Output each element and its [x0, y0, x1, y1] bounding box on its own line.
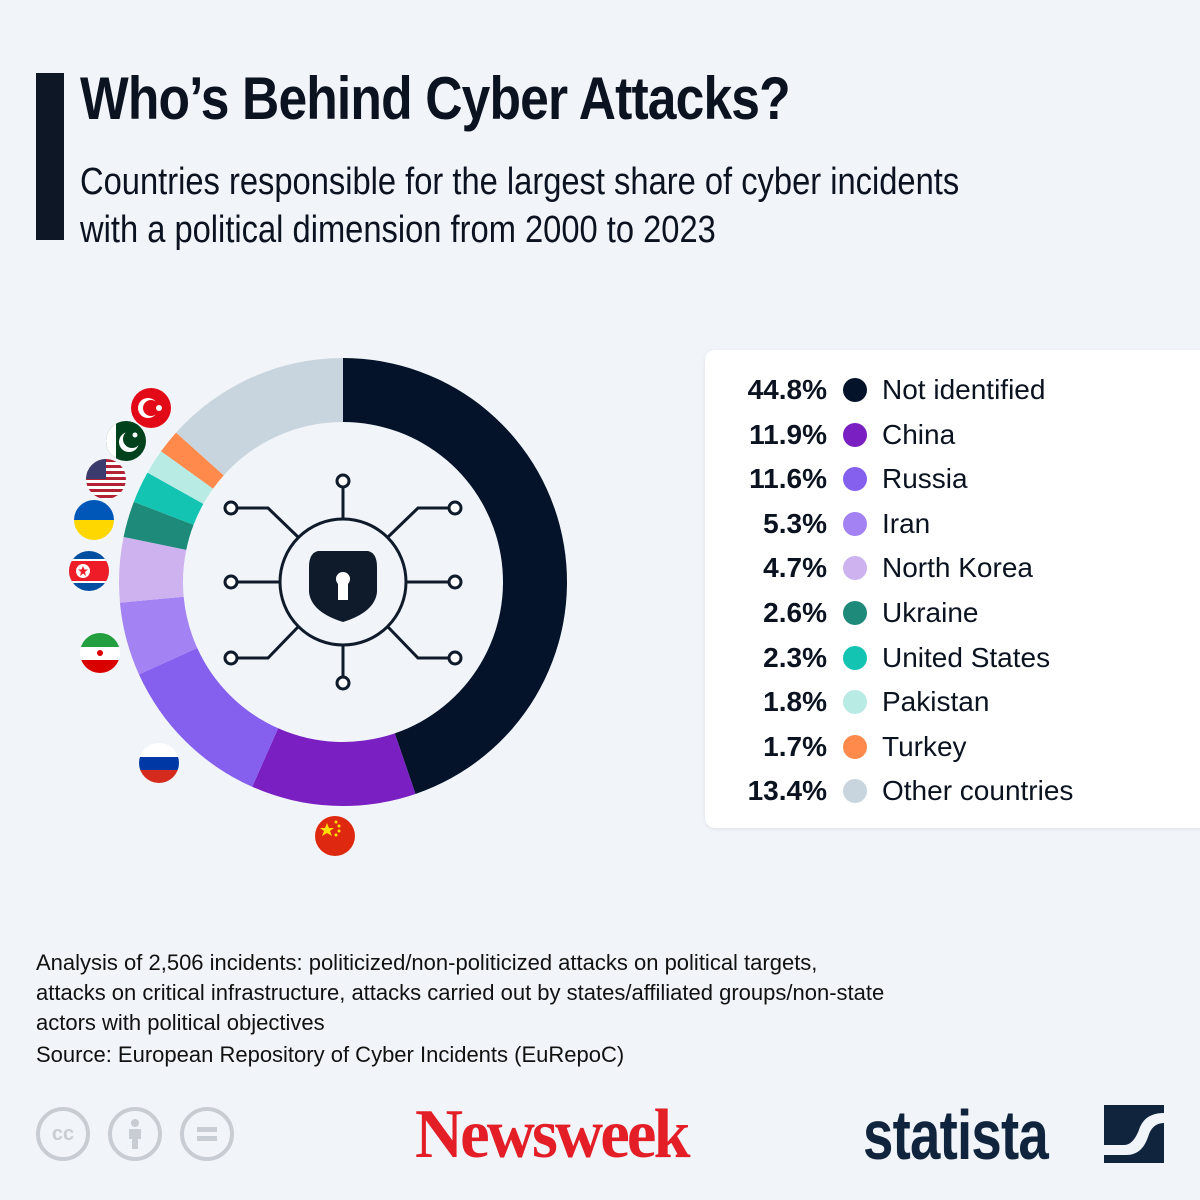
legend-swatch	[843, 645, 867, 670]
legend-label: Not identified	[882, 374, 1046, 405]
donut-slice-iran	[119, 596, 198, 675]
pakistan-flag	[106, 421, 146, 461]
legend-label: Other countries	[882, 775, 1074, 807]
legend-label: China	[882, 418, 956, 450]
donut-slice-north-korea	[119, 536, 187, 603]
shield-keyhole-network-icon	[223, 473, 463, 691]
legend-label: Russia	[882, 463, 968, 495]
legend-swatch	[843, 511, 867, 536]
donut-slice-china	[252, 728, 416, 807]
china-flag	[315, 816, 355, 856]
donut-slice-pakistan	[147, 451, 214, 504]
legend-item: 13.4% Other countries	[705, 771, 1074, 811]
ukraine-flag	[74, 500, 114, 540]
legend-swatch	[843, 556, 867, 581]
legend-label: Pakistan	[882, 686, 990, 718]
note-line: actors with political objectives	[36, 1010, 325, 1035]
note-line: attacks on critical infrastructure, atta…	[36, 980, 885, 1005]
legend-swatch	[843, 690, 867, 715]
donut-slice-russia	[138, 648, 279, 787]
statista-logo-mark	[1104, 1105, 1164, 1163]
attribution-icon	[108, 1107, 162, 1161]
title-accent-bar	[36, 73, 64, 240]
legend-value: 11.6%	[749, 463, 827, 495]
us-flag	[86, 459, 126, 499]
chart-note: Analysis of 2,506 incidents: politicized…	[36, 948, 884, 1038]
legend-label: United States	[882, 641, 1051, 673]
donut-slice-united-states	[133, 472, 204, 525]
legend-value: 1.7%	[763, 730, 827, 762]
page-title: Who’s Behind Cyber Attacks?	[80, 65, 791, 132]
legend-item: 11.6% Russia	[705, 459, 968, 499]
legend-item: 44.8% Not identified	[705, 370, 1046, 410]
legend-item: 5.3% Iran	[705, 504, 930, 544]
legend-value: 4.7%	[763, 552, 827, 584]
legend-value: 1.8%	[763, 686, 827, 718]
donut-slice-not-identified	[343, 358, 568, 794]
turkey-flag	[131, 388, 171, 428]
legend-label: Turkey	[882, 730, 967, 762]
legend-item: 1.8% Pakistan	[705, 682, 989, 722]
legend-value: 2.3%	[763, 641, 827, 673]
iran-flag	[80, 633, 120, 673]
source-text: Source: European Repository of Cyber Inc…	[36, 1042, 625, 1067]
subtitle-line: Countries responsible for the largest sh…	[80, 161, 960, 203]
page-subtitle: Countries responsible for the largest sh…	[80, 158, 959, 254]
legend-item: 2.6% Ukraine	[705, 593, 978, 633]
legend-value: 13.4%	[747, 775, 827, 807]
legend-item: 1.7% Turkey	[705, 727, 967, 767]
note-line: Analysis of 2,506 incidents: politicized…	[36, 950, 818, 975]
cc-label: cc	[51, 1122, 75, 1145]
legend-swatch	[843, 378, 867, 402]
russia-flag	[139, 743, 179, 783]
legend-item: 11.9% China	[705, 415, 955, 455]
no-derivatives-icon	[180, 1107, 234, 1161]
legend-value: 5.3%	[763, 507, 827, 539]
legend-item: 4.7% North Korea	[705, 548, 1033, 588]
legend-swatch	[843, 422, 867, 447]
donut-slice-turkey	[161, 432, 224, 489]
statista-logo: statista	[863, 1096, 1049, 1174]
newsweek-logo: Newsweek	[415, 1096, 691, 1173]
legend-label: Ukraine	[882, 597, 979, 628]
legend-value: 2.6%	[763, 597, 827, 628]
legend-item: 2.3% United States	[705, 638, 1050, 678]
north-korea-flag	[69, 551, 109, 591]
legend-label: Iran	[882, 507, 931, 539]
legend-swatch	[843, 601, 867, 625]
legend-label: North Korea	[882, 552, 1033, 584]
legend: 44.8% Not identified 11.9% China 11.6% Russia…	[705, 350, 1200, 828]
legend-value: 11.9%	[749, 418, 827, 450]
legend-swatch	[843, 779, 867, 804]
subtitle-line: with a political dimension from 2000 to …	[80, 209, 716, 251]
cc-license-icon: cc	[36, 1107, 90, 1161]
donut-chart	[69, 358, 568, 856]
legend-swatch	[843, 467, 867, 492]
legend-value: 44.8%	[747, 374, 827, 405]
donut-slice-other-countries	[176, 358, 343, 476]
donut-slice-ukraine	[123, 501, 194, 550]
legend-swatch	[843, 734, 867, 759]
